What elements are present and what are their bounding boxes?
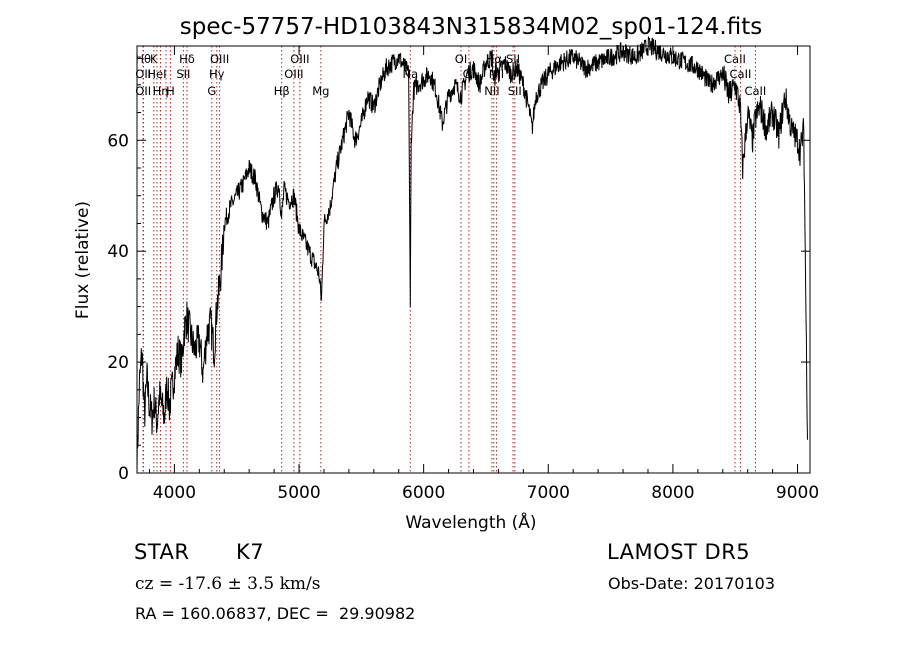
line-marker-label-24: SII (508, 84, 522, 98)
line-marker-label-7: H (166, 84, 175, 98)
y-tick-label-0: 0 (118, 464, 129, 484)
line-marker-label-20: NII (484, 84, 499, 98)
line-marker-label-9: SII (176, 67, 190, 81)
line-marker-label-4: HeI (147, 67, 166, 81)
plot-frame (136, 45, 811, 474)
line-marker-label-11: Hγ (209, 67, 225, 81)
line-marker-label-25: CaII (724, 52, 746, 66)
line-marker-label-26: CaII (730, 67, 752, 81)
line-marker-label-16: Mg (312, 84, 329, 98)
line-marker-label-2: OII (135, 84, 151, 98)
line-marker-label-12: OIII (210, 52, 229, 66)
x-tick-label-2: 6000 (402, 483, 445, 503)
y-tick-label-3: 60 (107, 131, 129, 151)
line-marker-label-18: OI (455, 52, 467, 66)
line-marker-label-14: OIII (284, 67, 303, 81)
spectrum-series (136, 36, 808, 474)
line-marker-label-8: Hδ (179, 52, 195, 66)
line-marker-label-27: CaII (744, 84, 766, 98)
survey-name: LAMOST DR5 (607, 540, 751, 564)
object-class: STAR (134, 540, 190, 564)
line-marker-label-3: K (150, 52, 158, 66)
x-axis-ticks: 4000 5000 6000 7000 8000 9000 (148, 46, 819, 503)
line-markers: HθOIIOIIKHeIHηHHδSIIGHγOIIIHβOIIIOIIIMgN… (135, 46, 766, 473)
chart-title: spec-57757-HD103843N315834M02_sp01-124.f… (180, 14, 762, 40)
y-axis-label: Flux (relative) (73, 201, 93, 319)
x-tick-label-4: 8000 (651, 483, 694, 503)
line-marker-label-10: G (207, 84, 216, 98)
line-marker-label-13: Hβ (274, 84, 290, 98)
x-tick-label-5: 9000 (776, 483, 819, 503)
y-tick-label-2: 40 (107, 242, 129, 262)
y-tick-label-1: 20 (107, 353, 129, 373)
coordinates: RA = 160.06837, DEC = 29.90982 (135, 604, 416, 623)
x-tick-label-1: 5000 (277, 483, 320, 503)
line-marker-label-5: Hη (153, 84, 169, 98)
y-axis-ticks: 0 20 40 60 (107, 56, 810, 484)
spectrum-line (136, 36, 808, 474)
x-tick-label-3: 7000 (527, 483, 570, 503)
object-subclass: K7 (236, 540, 265, 564)
line-marker-label-15: OIII (290, 52, 309, 66)
x-axis-label: Wavelength (Å) (405, 511, 536, 533)
observation-date: Obs-Date: 20170103 (608, 574, 776, 593)
x-tick-label-0: 4000 (153, 483, 196, 503)
redshift-value: cz = -17.6 ± 3.5 km/s (135, 574, 321, 594)
